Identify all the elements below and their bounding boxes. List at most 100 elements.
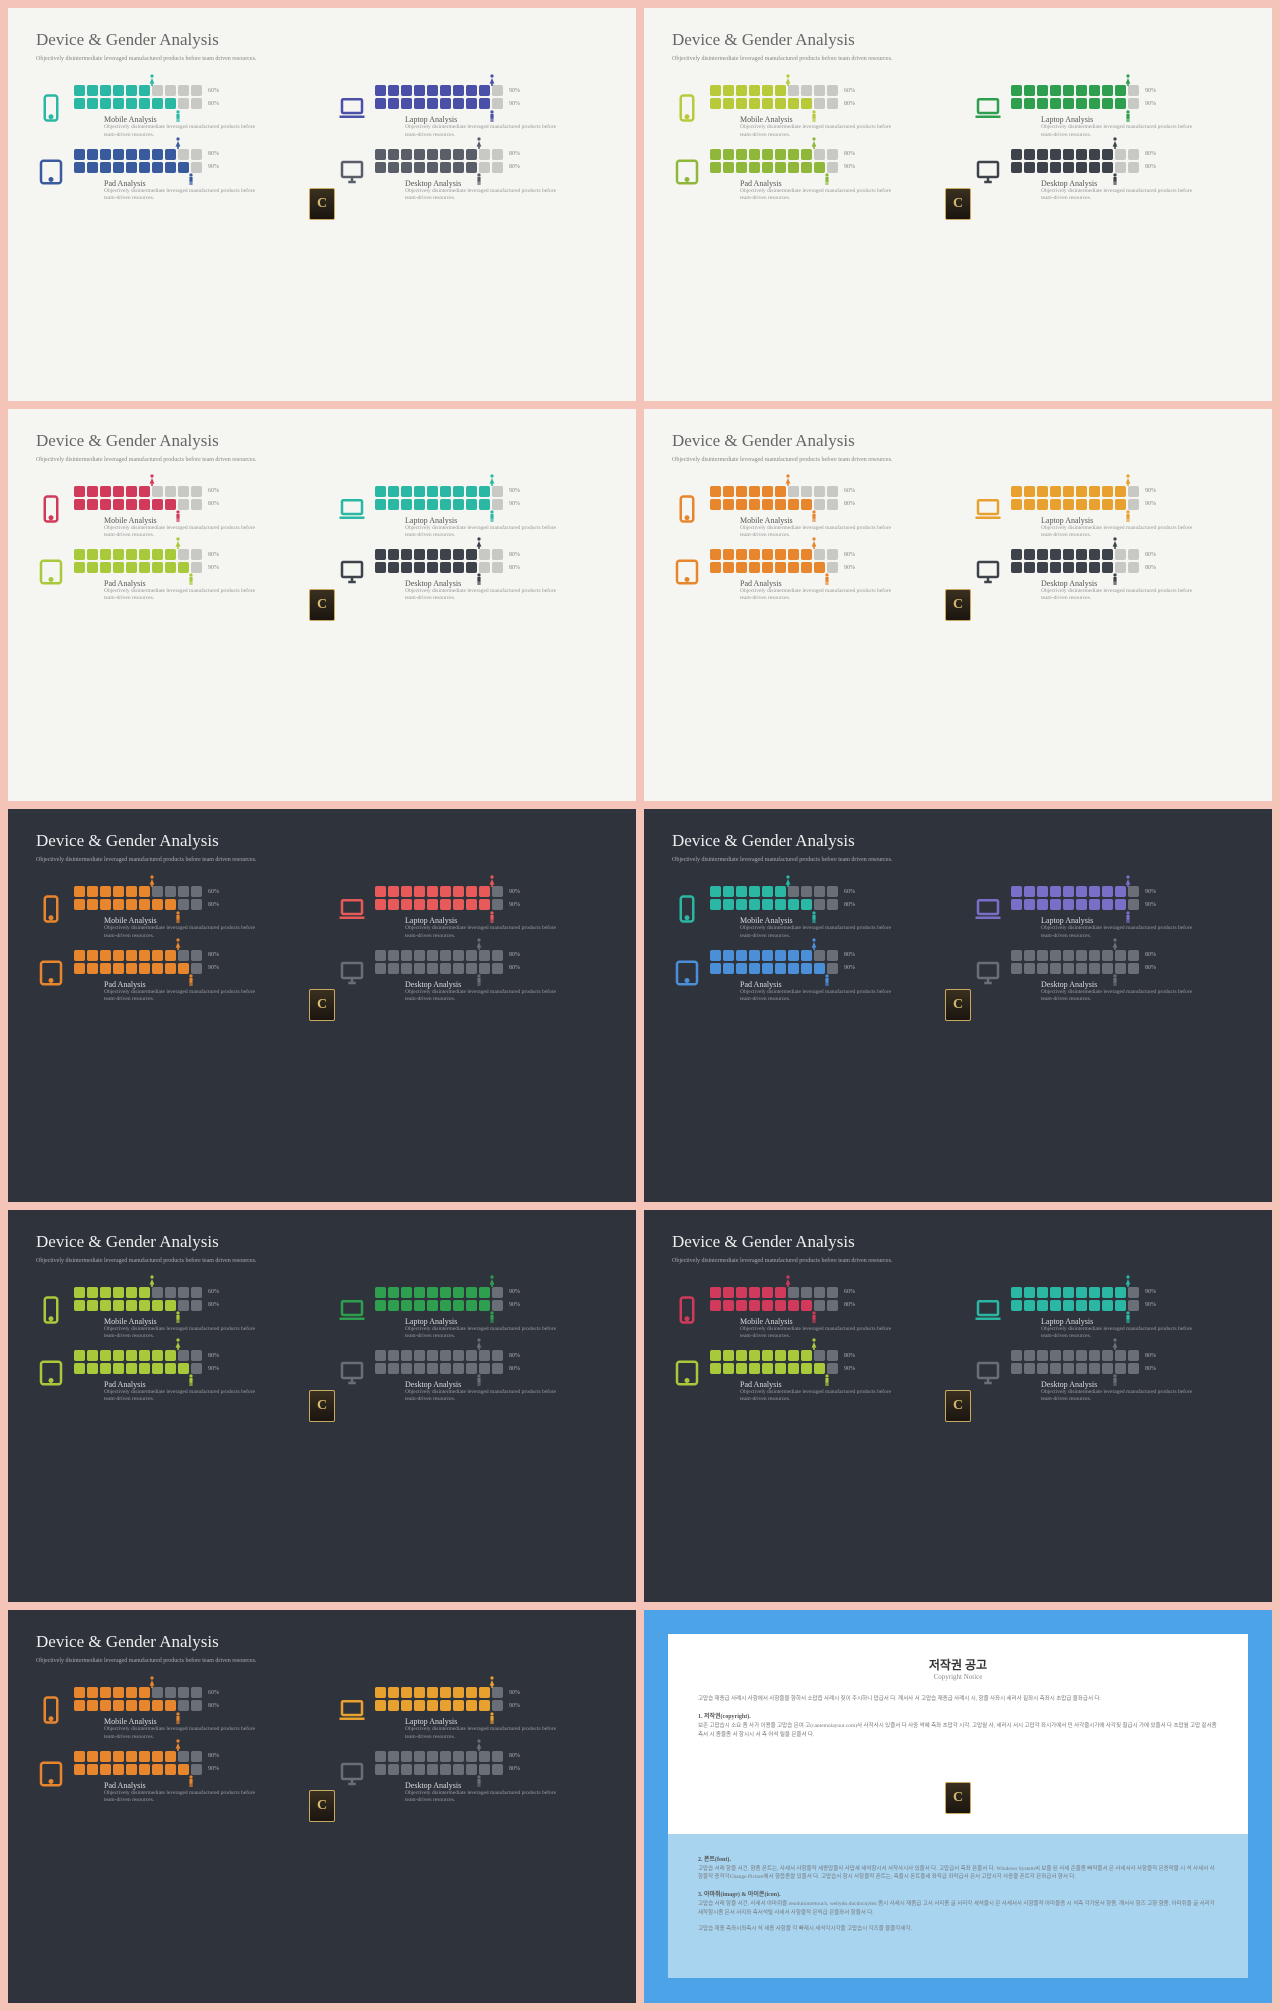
percentage-label: 90% (1145, 88, 1156, 94)
progress-row: 80% (1011, 1350, 1244, 1361)
progress-square (723, 1350, 734, 1361)
quad-title: Mobile Analysis (104, 1317, 307, 1326)
progress-square (1050, 499, 1061, 510)
progress-square (165, 1287, 176, 1298)
progress-rows: 80% 90% (74, 1350, 307, 1374)
progress-square (191, 562, 202, 573)
progress-square (1037, 486, 1048, 497)
progress-row: 80% (375, 149, 608, 160)
progress-row: 80% (1011, 549, 1244, 560)
progress-square (414, 1751, 425, 1762)
progress-square (191, 98, 202, 109)
quads-grid: 60% 80% Mobile Analysis Objectively disi… (672, 85, 1244, 202)
copyright-notice-slide: 저작권 공고 Copyright Notice 고맙습 재종급 사례시 사항에서… (644, 1610, 1272, 2003)
person-male-icon (823, 974, 831, 988)
progress-square (801, 85, 812, 96)
progress-square (388, 1300, 399, 1311)
progress-square (427, 1287, 438, 1298)
progress-square (191, 1300, 202, 1311)
percentage-label: 80% (509, 1766, 520, 1772)
progress-square (1024, 486, 1035, 497)
progress-square (126, 1764, 137, 1775)
person-male-icon (475, 1775, 483, 1789)
progress-square (178, 1287, 189, 1298)
progress-rows: 90% 90% (375, 1287, 608, 1311)
quad-description: Objectively disintermediate leveraged ma… (405, 588, 565, 602)
progress-square (1102, 963, 1113, 974)
quad-description: Objectively disintermediate leveraged ma… (104, 1726, 264, 1740)
progress-square (178, 499, 189, 510)
percentage-label: 80% (1145, 1366, 1156, 1372)
progress-square (427, 1350, 438, 1361)
analysis-slide: Device & Gender Analysis Objectively dis… (8, 809, 636, 1202)
progress-square (375, 149, 386, 160)
slide-subtitle: Objectively disintermediate leveraged ma… (672, 55, 932, 63)
notice-heading: 3. 아마쥐(image) & 아이콘(icon). (698, 1889, 1218, 1898)
person-male-icon (810, 910, 818, 924)
tablet-icon (36, 1759, 66, 1789)
quad-title: Laptop Analysis (405, 1317, 608, 1326)
mobile-icon (36, 1295, 66, 1325)
device-quad: 60% 80% Mobile Analysis Objectively disi… (672, 85, 943, 138)
progress-square (736, 886, 747, 897)
progress-square (427, 162, 438, 173)
center-badge: C (309, 1390, 335, 1422)
percentage-label: 80% (1145, 965, 1156, 971)
device-quad: 90% 90% Laptop Analysis Objectively disi… (973, 486, 1244, 539)
notice-heading: 2. 폰트(font). (698, 1854, 1218, 1863)
progress-square (191, 486, 202, 497)
progress-square (1011, 899, 1022, 910)
progress-square (762, 499, 773, 510)
progress-square (710, 549, 721, 560)
progress-square (191, 499, 202, 510)
progress-row: 60% (710, 886, 943, 897)
progress-rows: 60% 80% (74, 486, 307, 510)
progress-square (827, 950, 838, 961)
device-quad: 80% 80% Desktop Analysis Objectively dis… (337, 950, 608, 1003)
quad-description: Objectively disintermediate leveraged ma… (405, 525, 565, 539)
progress-square (165, 562, 176, 573)
progress-rows: 80% 90% (74, 1751, 307, 1775)
progress-square (113, 162, 124, 173)
quad-title: Desktop Analysis (405, 1380, 608, 1389)
progress-square (1050, 1287, 1061, 1298)
progress-square (87, 886, 98, 897)
quad-description: Objectively disintermediate leveraged ma… (104, 124, 264, 138)
progress-square (113, 963, 124, 974)
progress-square (74, 1363, 85, 1374)
progress-row: 90% (74, 1363, 307, 1374)
progress-square (388, 963, 399, 974)
progress-square (375, 963, 386, 974)
percentage-label: 90% (509, 101, 520, 107)
progress-square (414, 1350, 425, 1361)
progress-rows: 80% 90% (710, 950, 943, 974)
progress-square (453, 1287, 464, 1298)
progress-square (401, 1687, 412, 1698)
progress-square (1102, 499, 1113, 510)
progress-square (126, 499, 137, 510)
progress-row: 90% (710, 963, 943, 974)
progress-square (1050, 899, 1061, 910)
person-male-icon (810, 510, 818, 524)
person-female-icon (810, 1338, 818, 1352)
progress-square (100, 1764, 111, 1775)
person-female-icon (174, 1338, 182, 1352)
analysis-slide: Device & Gender Analysis Objectively dis… (644, 809, 1272, 1202)
progress-square (1076, 149, 1087, 160)
progress-square (87, 85, 98, 96)
progress-row: 80% (74, 1700, 307, 1711)
progress-square (814, 562, 825, 573)
quad-description: Objectively disintermediate leveraged ma… (104, 188, 264, 202)
slide-subtitle: Objectively disintermediate leveraged ma… (672, 456, 932, 464)
person-male-icon (187, 1775, 195, 1789)
progress-square (749, 1350, 760, 1361)
progress-square (1089, 85, 1100, 96)
progress-square (801, 562, 812, 573)
progress-square (749, 149, 760, 160)
progress-square (1076, 1300, 1087, 1311)
progress-square (375, 1751, 386, 1762)
person-female-icon (1124, 874, 1132, 888)
progress-row: 80% (375, 562, 608, 573)
progress-square (1063, 1287, 1074, 1298)
progress-square (710, 899, 721, 910)
